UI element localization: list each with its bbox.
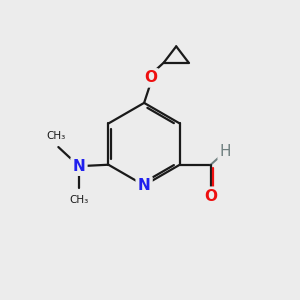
Text: O: O (204, 189, 217, 204)
Text: CH₃: CH₃ (46, 130, 66, 141)
Text: N: N (73, 159, 85, 174)
Text: H: H (220, 144, 231, 159)
Text: CH₃: CH₃ (69, 195, 88, 205)
Text: O: O (144, 70, 157, 86)
Text: N: N (138, 178, 151, 193)
